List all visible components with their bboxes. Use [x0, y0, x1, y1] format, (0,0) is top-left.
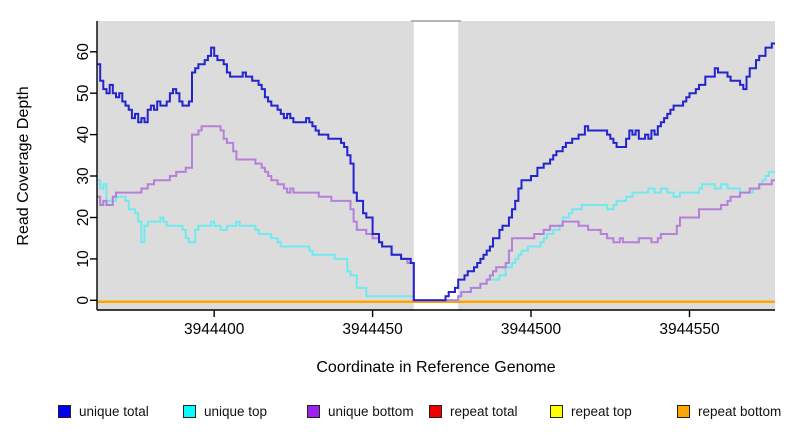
- legend: unique total unique top unique bottom re…: [0, 402, 792, 422]
- legend-label: unique bottom: [328, 403, 414, 419]
- x-axis-tick-labels: 3944400 3944450 3944500 3944550: [184, 321, 720, 338]
- series-unique-total: [97, 42, 775, 302]
- y-axis-title: Read Coverage Depth: [15, 86, 32, 245]
- legend-label: unique total: [79, 403, 149, 419]
- y-tick-label-50: 50: [75, 84, 92, 102]
- repeat-bottom-swatch-icon: [677, 404, 690, 418]
- legend-label: repeat total: [450, 403, 518, 419]
- legend-item-unique-bottom: unique bottom: [307, 402, 414, 420]
- y-tick-label-60: 60: [75, 43, 92, 61]
- legend-item-repeat-bottom: repeat bottom: [677, 402, 781, 420]
- legend-item-repeat-top: repeat top: [550, 402, 632, 420]
- x-tick-label-3944450: 3944450: [342, 321, 403, 338]
- legend-item-unique-top: unique top: [183, 402, 267, 420]
- y-axis-tick-labels: 0 10 20 30 40 50 60: [75, 43, 92, 305]
- y-tick-label-40: 40: [75, 126, 92, 144]
- y-tick-label-10: 10: [75, 250, 92, 268]
- x-tick-label-3944550: 3944550: [659, 321, 720, 338]
- unique-bottom-swatch-icon: [307, 404, 320, 418]
- y-tick-marks: [90, 51, 97, 301]
- x-tick-label-3944500: 3944500: [501, 321, 562, 338]
- x-tick-marks: [213, 310, 691, 317]
- legend-label: repeat bottom: [698, 403, 782, 419]
- y-tick-label-30: 30: [75, 167, 92, 185]
- legend-item-repeat-total: repeat total: [429, 402, 518, 420]
- y-tick-label-0: 0: [75, 296, 92, 305]
- gap-region-band: [413, 21, 459, 310]
- repeat-top-swatch-icon: [550, 404, 563, 418]
- legend-item-unique-total: unique total: [58, 402, 149, 420]
- axes: [90, 21, 775, 317]
- x-tick-label-3944400: 3944400: [184, 321, 245, 338]
- repeat-total-swatch-icon: [429, 404, 442, 418]
- unique-top-swatch-icon: [183, 404, 196, 418]
- y-tick-label-20: 20: [75, 209, 92, 227]
- legend-label: repeat top: [571, 403, 632, 419]
- x-axis-title: Coordinate in Reference Genome: [316, 359, 555, 376]
- unique-total-swatch-icon: [58, 404, 71, 418]
- legend-label: unique top: [204, 403, 268, 419]
- series-lines: [97, 42, 775, 304]
